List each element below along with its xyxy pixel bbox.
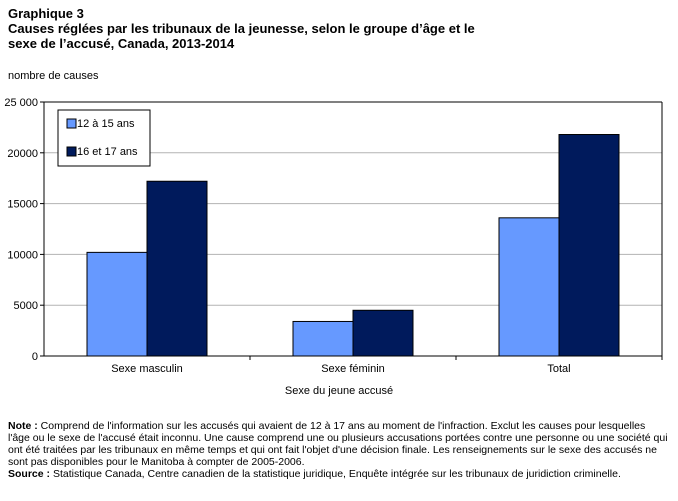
y-tick-label: 25 000 [4,97,38,109]
chart-notes: Note : Comprend de l'information sur les… [8,420,668,480]
x-axis-label: Sexe du jeune accusé [284,385,394,397]
y-tick-label: 15000 [7,199,38,211]
source-paragraph: Source : Statistique Canada, Centre cana… [8,468,668,480]
chart-title-line-1: Causes réglées par les tribunaux de la j… [8,21,475,36]
bar [498,217,560,357]
y-tick-label: 5000 [14,300,38,312]
note-paragraph: Note : Comprend de l'information sur les… [8,420,668,468]
chart-heading: Graphique 3 Causes réglées par les tribu… [8,6,648,51]
bar [352,309,414,357]
y-tick-label: 0 [32,351,38,363]
bar-chart: 0 5000 10000 15000 20000 25 000 Sexe masculin S… [4,97,663,375]
legend-label: 12 à 15 ans [77,118,135,130]
bar [146,180,208,357]
source-text: Statistique Canada, Centre canadien de l… [52,468,621,480]
y-tick-label: 20000 [7,148,38,160]
source-label: Source : [8,468,51,480]
legend-swatch [66,118,77,129]
x-tick-label: Total [547,363,570,375]
bar [86,251,148,357]
bar [292,320,354,357]
chart-number: Graphique 3 [8,6,84,21]
bar [558,134,620,357]
x-tick-label: Sexe féminin [321,363,385,375]
y-axis-label: nombre de causes [8,70,99,82]
chart-title-line-2: sexe de l’accusé, Canada, 2013-2014 [8,36,235,51]
note-label: Note : [8,420,38,432]
y-tick-label: 10000 [7,249,38,261]
legend-label: 16 et 17 ans [77,146,138,158]
note-text: Comprend de l'information sur les accusé… [8,420,668,468]
x-tick-label: Sexe masculin [111,363,183,375]
legend-swatch [66,146,77,157]
